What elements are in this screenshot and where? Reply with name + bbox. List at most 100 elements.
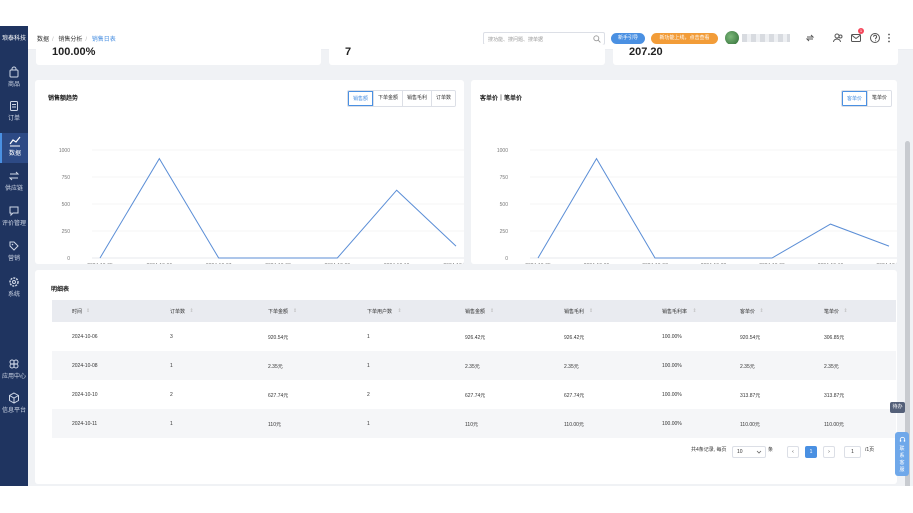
y-tick-label: 0 — [505, 256, 508, 262]
sidebar-item-supply-chain[interactable]: 供应链 — [0, 168, 28, 198]
sort-icon[interactable]: ⇕ — [490, 308, 495, 314]
search-icon[interactable] — [593, 35, 601, 43]
sort-icon[interactable]: ⇕ — [759, 308, 764, 314]
sort-icon[interactable]: ⇕ — [293, 308, 298, 314]
y-tick-label: 0 — [67, 256, 70, 262]
table-title: 明细表 — [51, 287, 70, 293]
users-icon[interactable] — [832, 32, 844, 44]
tag-icon — [9, 241, 19, 251]
y-tick-label: 250 — [62, 229, 71, 235]
tab-order-price[interactable]: 笔单价 — [866, 91, 891, 106]
x-tick-label: 2024-10-07 — [642, 263, 668, 264]
column-header[interactable]: 下单金额 — [268, 309, 289, 315]
x-tick-label: 2024-10-06 — [584, 263, 610, 264]
sidebar-item-orders[interactable]: 订单 — [0, 98, 28, 128]
sort-icon[interactable]: ⇕ — [692, 308, 697, 314]
tab-gross-profit[interactable]: 销售毛利 — [401, 91, 431, 106]
todo-float-button[interactable]: 待办 — [890, 402, 905, 413]
column-header[interactable]: 订单数 — [170, 309, 186, 315]
column-header[interactable]: 下单用户数 — [367, 309, 393, 315]
table-cell: 3 — [170, 334, 173, 340]
user-name-redacted[interactable] — [742, 34, 790, 42]
tab-customer-price[interactable]: 客单价 — [841, 91, 867, 106]
y-tick-label: 500 — [62, 202, 71, 208]
switch-icon[interactable] — [804, 32, 816, 44]
table-cell: 2.35元 — [824, 364, 839, 370]
new-feature-button[interactable]: 新功能上线，点击查看 — [651, 33, 718, 44]
avatar[interactable] — [725, 31, 739, 45]
x-tick-label: 2024-10-05 — [525, 263, 551, 264]
table-row: 2024-10-11 1 110元 1 110元 110.00元 100.00% 110.00… — [52, 409, 896, 438]
comment-icon — [9, 206, 19, 217]
x-tick-label: 2024-10-11 — [876, 263, 897, 264]
sidebar-item-reviews[interactable]: 评价管理 — [0, 203, 28, 233]
table-cell: 627.74元 — [564, 393, 585, 399]
stat-value: 100.00% — [52, 46, 96, 58]
cube-icon — [9, 392, 19, 404]
sidebar-item-app-center[interactable]: 应用中心 — [0, 356, 28, 386]
tab-order-count[interactable]: 订单数 — [430, 91, 455, 106]
column-header[interactable]: 笔单价 — [824, 309, 840, 315]
sidebar-item-data[interactable]: 数据 — [0, 133, 28, 163]
chevron-down-icon — [756, 450, 762, 454]
sort-icon[interactable]: ⇕ — [843, 308, 848, 314]
float-label: 联系客服 — [899, 446, 905, 473]
column-header[interactable]: 销售毛利 — [564, 309, 585, 315]
table-cell: 2.35元 — [564, 364, 579, 370]
chart-title: 销售额趋势 — [48, 96, 79, 102]
tab-order-amount[interactable]: 下单金额 — [372, 91, 402, 106]
prev-page-button[interactable]: ‹ — [787, 446, 799, 458]
page-size-select[interactable]: 10 — [732, 446, 766, 458]
series-line — [99, 157, 457, 259]
y-tick-label: 1000 — [59, 148, 70, 154]
sort-icon[interactable]: ⇕ — [589, 308, 594, 314]
page-1-button[interactable]: 1 — [805, 446, 817, 458]
next-page-button[interactable]: › — [823, 446, 835, 458]
column-header[interactable]: 销售金额 — [465, 309, 486, 315]
sort-icon[interactable]: ⇕ — [397, 308, 402, 314]
column-header[interactable]: 销售毛利率 — [662, 309, 688, 315]
stat-card: 100.00% — [36, 44, 321, 65]
more-icon[interactable] — [883, 32, 895, 44]
gear-icon — [9, 277, 19, 287]
column-header[interactable]: 时间 — [72, 309, 83, 315]
detail-table-card: 明细表 时间 ⇕ 订单数 ⇕ 下单金额 ⇕ 下单用户数 ⇕ 销售金额 ⇕ 销售毛利 ⇕ 销售毛利率 ⇕ 客单… — [35, 270, 897, 484]
table-cell: 1 — [170, 363, 173, 369]
sidebar-item-marketing[interactable]: 营销 — [0, 238, 28, 268]
table-cell: 2.35元 — [268, 364, 283, 370]
sidebar-item-goods[interactable]: 商品 — [0, 64, 28, 94]
table-cell: 1 — [367, 363, 370, 369]
table-cell: 2024-10-11 — [72, 421, 98, 427]
guide-button[interactable]: 新手引导 — [611, 33, 645, 44]
bag-icon — [9, 66, 19, 78]
sales-trend-card: 销售额趋势 销售额 下单金额 销售毛利 订单数 0 250 500 750 1000 20… — [35, 80, 464, 264]
x-tick-label: 2024-10-05 — [87, 263, 113, 264]
table-row: 2024-10-10 2 627.74元 2 627.74元 627.74元 100.00%… — [52, 380, 896, 409]
help-icon[interactable] — [869, 32, 881, 44]
sort-icon[interactable]: ⇕ — [86, 308, 91, 314]
breadcrumb: 数据 / 销售分析 / 销售日表 — [37, 37, 116, 43]
customer-service-float-button[interactable]: 联系客服 — [895, 432, 909, 476]
sidebar-item-info-platform[interactable]: 信息平台 — [0, 390, 28, 420]
column-header[interactable]: 客单价 — [740, 309, 756, 315]
table-cell: 2.35元 — [740, 364, 755, 370]
sales-trend-chart: 0 250 500 750 1000 2024-10-05 2024-10-06 2024-1… — [59, 148, 464, 264]
message-icon[interactable] — [850, 32, 862, 44]
sort-icon[interactable]: ⇕ — [189, 308, 194, 314]
sidebar-item-label: 营销 — [7, 256, 20, 262]
table-cell: 2 — [170, 392, 173, 398]
page-scrollbar[interactable] — [905, 141, 910, 486]
tab-sales-amount[interactable]: 销售额 — [347, 91, 373, 106]
goto-page-input[interactable]: 1 — [844, 446, 861, 458]
sidebar-item-system[interactable]: 系统 — [0, 274, 28, 304]
stat-value: 207.20 — [629, 46, 663, 58]
swap-icon — [8, 171, 20, 181]
table-cell: 627.74元 — [465, 393, 486, 399]
table-row: 2024-10-06 3 920.54元 1 926.42元 926.42元 100.00%… — [52, 322, 896, 351]
headset-icon — [899, 436, 905, 442]
breadcrumb-item[interactable]: 数据 — [37, 37, 50, 43]
breadcrumb-item[interactable]: 销售分析 — [58, 37, 83, 43]
breadcrumb-current: 销售日表 — [91, 37, 116, 43]
x-tick-label: 2024-10-07 — [206, 263, 232, 264]
pager-total: 共4条记录, 每页 — [691, 447, 727, 453]
